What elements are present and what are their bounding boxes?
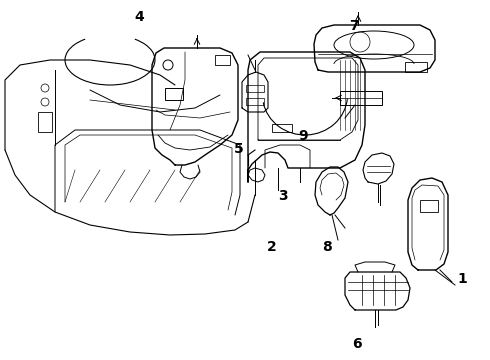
Text: 9: 9 — [298, 129, 308, 143]
Bar — [272, 124, 292, 132]
Text: 3: 3 — [278, 189, 288, 203]
Text: 2: 2 — [267, 240, 277, 253]
Bar — [38, 112, 52, 132]
Bar — [405, 62, 427, 72]
Bar — [246, 85, 264, 92]
Bar — [246, 98, 264, 105]
Bar — [215, 55, 230, 65]
Text: 1: 1 — [458, 272, 467, 286]
Text: 6: 6 — [352, 337, 362, 351]
Text: 5: 5 — [234, 143, 244, 156]
Bar — [420, 200, 438, 212]
Text: 8: 8 — [322, 240, 332, 253]
Text: 4: 4 — [135, 10, 145, 24]
Text: 7: 7 — [349, 19, 359, 33]
Bar — [165, 88, 183, 100]
Bar — [340, 91, 382, 105]
